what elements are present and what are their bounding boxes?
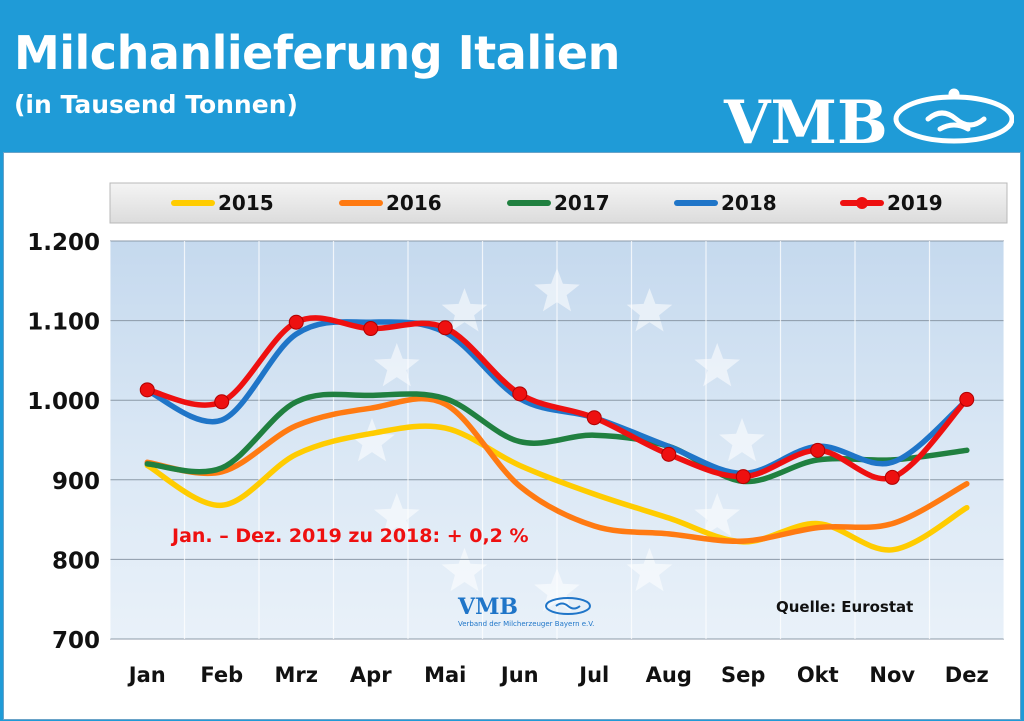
watermark-star: [374, 343, 420, 387]
x-tick-label: Okt: [797, 663, 839, 687]
x-tick-label: Mrz: [275, 663, 318, 687]
change-annotation: Jan. – Dez. 2019 zu 2018: + 0,2 %: [170, 525, 529, 547]
series-line-2016: [144, 395, 970, 544]
data-point-2019: [512, 386, 528, 402]
x-tick-label: Mai: [424, 663, 466, 687]
y-tick-label: 1.000: [27, 389, 100, 415]
vmb-logo: VMB: [723, 88, 1014, 149]
chart-title: Milchanlieferung Italien: [14, 26, 620, 80]
legend-label-2015: 2015: [218, 191, 274, 215]
watermark-star: [441, 547, 488, 592]
data-point-2019: [437, 320, 453, 336]
vmb-wave-icon: [893, 88, 1014, 144]
y-tick-label: 700: [52, 628, 100, 654]
y-tick-label: 1.200: [27, 230, 100, 256]
legend: 2015 2016 2017 2018 2019: [109, 182, 1008, 224]
data-point-2019: [139, 382, 155, 398]
vmb-logo-text: VMB: [723, 88, 888, 149]
x-tick-label: Dez: [945, 663, 989, 687]
small-wave-icon: [545, 597, 591, 615]
x-tick-label: Jan: [127, 663, 166, 687]
data-point-2019: [959, 391, 975, 407]
y-tick-label: 800: [52, 548, 100, 574]
watermark-star: [626, 288, 673, 332]
x-tick-label: Jun: [499, 663, 539, 687]
series-line-2017: [144, 391, 970, 485]
data-point-2019: [735, 469, 751, 485]
watermark-star: [626, 547, 673, 592]
eu-stars-watermark: [349, 268, 765, 612]
watermark-star: [441, 288, 488, 332]
x-tick-label: Aug: [646, 663, 692, 687]
small-logo-caption: Verband der Milcherzeuger Bayern e.V.: [458, 620, 594, 628]
legend-label-2017: 2017: [554, 191, 610, 215]
watermark-star: [719, 418, 765, 462]
y-tick-label: 900: [52, 469, 100, 495]
data-point-2019: [661, 446, 677, 462]
data-point-2019: [214, 394, 230, 410]
x-tick-label: Nov: [869, 663, 915, 687]
data-point-2019: [363, 321, 379, 337]
legend-label-2016: 2016: [386, 191, 442, 215]
data-point-2019: [884, 469, 900, 485]
series-line-2019: [144, 315, 970, 482]
x-tick-label: Apr: [350, 663, 392, 687]
watermark-star: [694, 493, 740, 537]
data-point-2019: [586, 410, 602, 426]
x-tick-label: Feb: [200, 663, 243, 687]
small-logo-text: VMB: [457, 594, 518, 620]
x-tick-label: Jul: [577, 663, 609, 687]
watermark-star: [349, 418, 395, 462]
legend-label-2019: 2019: [887, 191, 943, 215]
legend-label-2018: 2018: [721, 191, 777, 215]
series-line-2018: [144, 319, 970, 477]
y-tick-label: 1.100: [27, 310, 100, 336]
chart-subtitle: (in Tausend Tonnen): [14, 90, 298, 119]
legend-marker-2019: [856, 197, 868, 209]
watermark-star: [374, 493, 420, 537]
x-tick-label: Sep: [721, 663, 765, 687]
watermark-star: [694, 343, 740, 387]
small-vmb-logo: VMB Verband der Milcherzeuger Bayern e.V…: [457, 594, 594, 628]
data-point-2019: [810, 442, 826, 458]
source-annotation: Quelle: Eurostat: [776, 598, 913, 616]
data-point-2019: [288, 314, 304, 330]
